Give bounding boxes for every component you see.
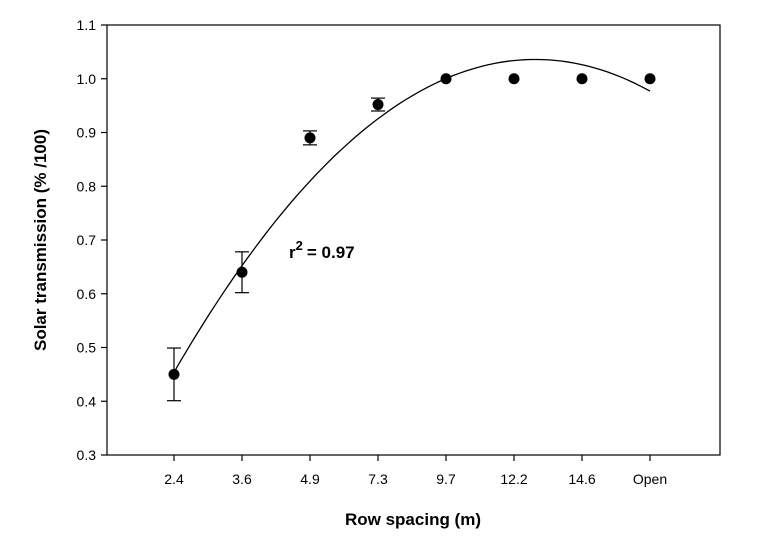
data-points [168,73,656,380]
r-squared-exponent: 2 [296,238,303,253]
x-axis: 2.4 3.6 4.9 7.3 9.7 12.2 14.6 Open [164,455,667,487]
x-tick-label: 3.6 [232,471,252,487]
x-tick-label: 12.2 [500,471,527,487]
r-squared-value: = 0.97 [307,243,355,262]
data-point [440,73,452,85]
r-squared-prefix: r [289,243,296,262]
data-point [168,368,180,380]
x-axis-title: Row spacing (m) [345,510,481,529]
data-point [304,132,316,144]
y-tick-label: 0.5 [77,340,97,356]
data-point [372,99,384,111]
y-tick-label: 1.1 [77,17,97,33]
y-axis: 0.3 0.4 0.5 0.6 0.7 0.8 0.9 1.0 1.1 [77,17,107,463]
r-squared-annotation: r2 = 0.97 [289,238,355,262]
y-tick-label: 0.8 [77,178,97,194]
y-tick-label: 0.3 [77,447,97,463]
y-tick-label: 0.4 [77,393,97,409]
data-point [644,73,656,85]
y-tick-label: 0.6 [77,286,97,302]
plot-frame [106,24,721,456]
data-point [576,73,588,85]
x-tick-label: 4.9 [300,471,320,487]
x-tick-label: Open [633,471,667,487]
y-tick-label: 0.7 [77,232,97,248]
x-tick-label: 9.7 [436,471,456,487]
y-tick-label: 0.9 [77,125,97,141]
x-tick-label: 14.6 [568,471,595,487]
data-point [508,73,520,85]
data-point [236,266,248,278]
x-tick-label: 7.3 [368,471,388,487]
x-tick-label: 2.4 [164,471,184,487]
y-axis-title: Solar transmission (% /100) [31,129,50,351]
y-tick-label: 1.0 [77,71,97,87]
fit-curve [173,58,651,373]
